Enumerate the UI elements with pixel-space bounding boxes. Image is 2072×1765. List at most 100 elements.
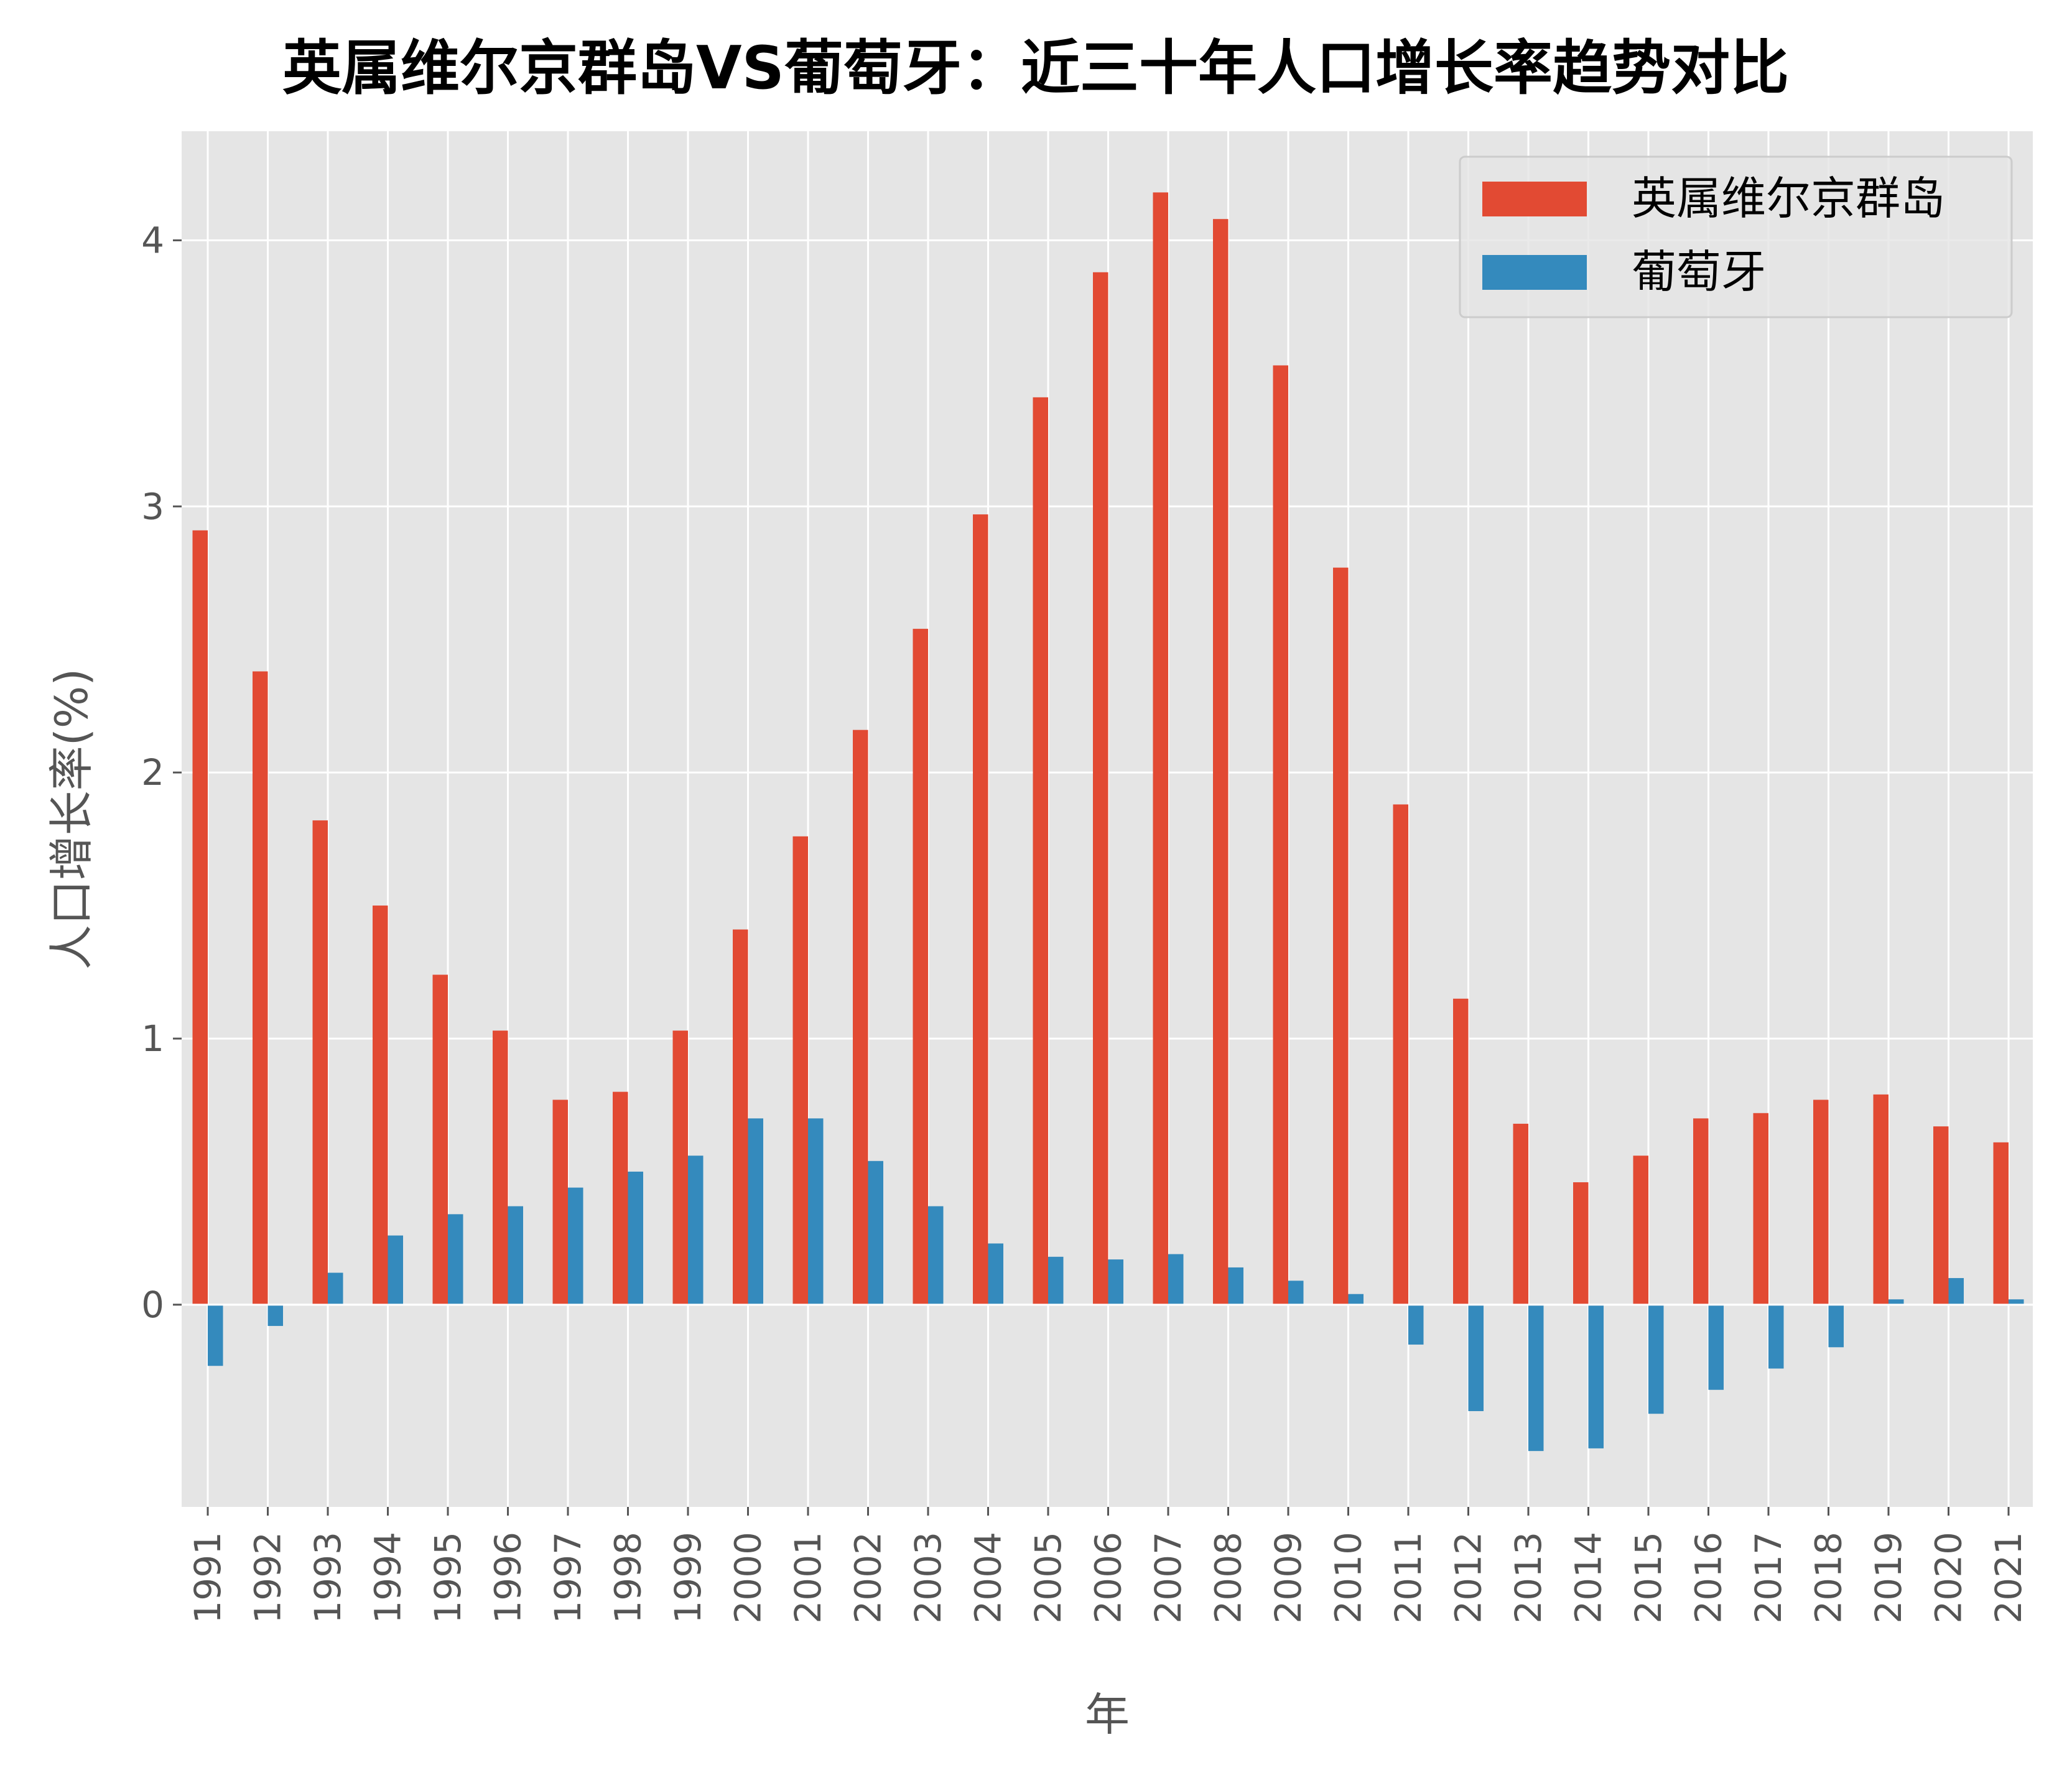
bar-series-1 [192, 530, 208, 1305]
bar-series-2 [568, 1187, 583, 1305]
x-tick-label: 2021 [1987, 1532, 2030, 1624]
bar-series-1 [1153, 192, 1168, 1305]
bar-series-1 [493, 1031, 508, 1305]
x-tick-label: 1992 [247, 1532, 289, 1624]
bar-series-2 [1108, 1259, 1123, 1305]
bar-series-2 [508, 1206, 523, 1305]
bar-series-2 [1528, 1304, 1544, 1452]
bar-series-2 [1288, 1281, 1304, 1305]
x-tick-label: 2018 [1808, 1532, 1850, 1624]
x-tick-label: 1999 [667, 1532, 709, 1624]
x-tick-label: 1997 [547, 1532, 589, 1624]
x-tick-label: 2005 [1027, 1532, 1069, 1624]
bar-series-2 [1348, 1294, 1364, 1305]
x-tick-label: 2006 [1087, 1532, 1130, 1624]
bar-series-1 [672, 1031, 688, 1305]
x-tick-label: 1996 [487, 1532, 529, 1624]
x-tick-label: 2011 [1387, 1532, 1429, 1624]
x-tick-label: 2016 [1688, 1532, 1730, 1624]
x-tick-label: 2007 [1147, 1532, 1189, 1624]
bar-series-1 [1693, 1118, 1709, 1305]
bar-series-2 [1588, 1304, 1604, 1448]
bar-series-2 [748, 1118, 763, 1305]
bar-series-2 [1228, 1267, 1243, 1305]
bar-series-1 [1573, 1182, 1589, 1305]
x-tick-label: 2003 [907, 1532, 949, 1624]
y-tick-label: 4 [141, 219, 164, 261]
x-tick-label: 2020 [1928, 1532, 1970, 1624]
x-tick-label: 2010 [1327, 1532, 1370, 1624]
bar-series-2 [1408, 1304, 1424, 1345]
bar-series-1 [792, 836, 808, 1305]
x-tick-label: 2012 [1447, 1532, 1490, 1624]
legend-swatch [1482, 255, 1587, 290]
bar-series-1 [1993, 1142, 2009, 1305]
bar-series-1 [1333, 567, 1349, 1305]
bar-series-1 [913, 629, 928, 1305]
x-tick-label: 2014 [1568, 1532, 1610, 1624]
bar-series-1 [1093, 272, 1108, 1305]
bar-series-1 [1213, 219, 1229, 1305]
x-tick-label: 2000 [727, 1532, 769, 1624]
bar-series-1 [1273, 365, 1288, 1305]
y-tick-label: 1 [141, 1017, 164, 1060]
x-tick-label: 2001 [787, 1532, 829, 1624]
bar-series-2 [328, 1272, 343, 1305]
y-tick-label: 2 [141, 751, 164, 794]
legend-box [1459, 155, 2013, 318]
y-tick-label: 0 [141, 1284, 164, 1326]
x-tick-label: 2009 [1267, 1532, 1309, 1624]
bar-series-2 [928, 1206, 944, 1305]
x-axis-label: 年 [1085, 1689, 1130, 1741]
x-tick-label: 2017 [1747, 1532, 1790, 1624]
x-tick-label: 1998 [607, 1532, 649, 1624]
bar-series-2 [208, 1304, 223, 1366]
bar-series-2 [688, 1156, 704, 1305]
bar-series-1 [1513, 1123, 1528, 1305]
x-tick-label: 2008 [1207, 1532, 1250, 1624]
bar-series-2 [267, 1304, 283, 1327]
bar-series-1 [1933, 1126, 1949, 1305]
bar-series-1 [432, 975, 448, 1305]
x-tick-label: 1993 [307, 1532, 349, 1624]
bar-series-1 [373, 906, 388, 1305]
bar-series-1 [1453, 998, 1469, 1305]
bar-series-1 [853, 730, 868, 1305]
x-tick-label: 2002 [847, 1532, 890, 1624]
y-tick-label: 3 [141, 485, 164, 527]
bar-series-1 [733, 929, 748, 1305]
bar-series-2 [1168, 1254, 1184, 1305]
bar-series-2 [2009, 1299, 2024, 1305]
x-tick-label: 2013 [1507, 1532, 1549, 1624]
legend-label: 英属维尔京群岛 [1632, 172, 1945, 225]
x-tick-label: 2019 [1867, 1532, 1910, 1624]
bar-series-1 [1033, 397, 1048, 1305]
bar-series-1 [1753, 1113, 1768, 1305]
bar-series-2 [1768, 1304, 1784, 1369]
x-tick-label: 1994 [367, 1532, 409, 1624]
bar-series-2 [1048, 1256, 1064, 1305]
chart-title: 英属维尔京群岛VS葡萄牙：近三十年人口增长率趋势对比 [282, 34, 1789, 103]
y-axis-label: 人口增长率(%) [45, 669, 98, 970]
legend-label: 葡萄牙 [1632, 246, 1766, 298]
bar-series-2 [448, 1214, 463, 1305]
bar-series-2 [868, 1160, 883, 1305]
bar-series-2 [628, 1171, 643, 1305]
bar-series-2 [1708, 1304, 1724, 1390]
bar-series-2 [808, 1118, 824, 1305]
bar-series-2 [1828, 1304, 1844, 1348]
bar-series-1 [552, 1100, 568, 1305]
bar-series-2 [988, 1243, 1003, 1305]
bar-series-2 [1468, 1304, 1484, 1411]
bar-series-1 [253, 671, 268, 1305]
bar-series-1 [1813, 1100, 1829, 1305]
bar-series-1 [1393, 804, 1408, 1305]
bar-series-2 [1888, 1299, 1904, 1305]
bar-series-1 [973, 514, 988, 1305]
x-tick-label: 1995 [427, 1532, 469, 1624]
bar-series-1 [1633, 1156, 1648, 1305]
bar-series-1 [312, 820, 328, 1305]
